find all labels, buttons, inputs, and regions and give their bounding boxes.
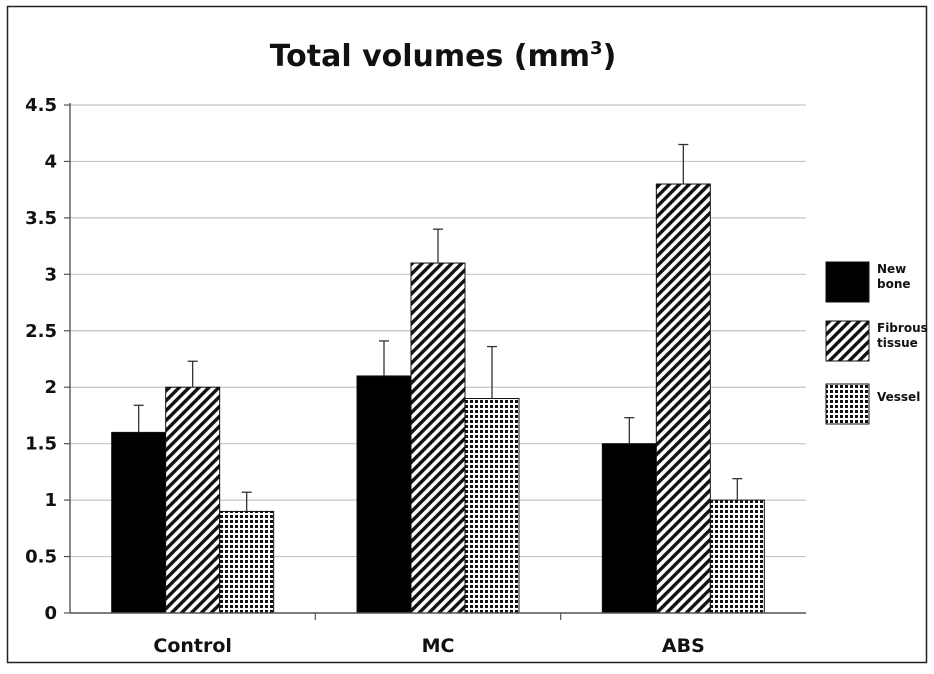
y-tick-label: 4.5 xyxy=(25,95,57,116)
y-tick-label: 1 xyxy=(44,490,57,511)
legend-label: New xyxy=(877,262,906,276)
axes xyxy=(69,103,806,614)
chart-title-superscript: 3 xyxy=(590,38,603,59)
y-tick-label: 2 xyxy=(44,377,57,398)
legend-label: tissue xyxy=(877,336,918,350)
x-tick-label: Control xyxy=(153,635,232,657)
y-tick-label: 4 xyxy=(44,151,57,172)
x-tick-label: ABS xyxy=(662,635,705,657)
y-axis-ticks: 0 0.5 1 1.5 2 2.5 3 3.5 4 4.5 xyxy=(25,95,70,624)
x-tick-label: MC xyxy=(422,635,455,657)
legend-swatch xyxy=(825,320,870,362)
legend-swatch xyxy=(825,261,870,303)
y-tick-label: 3 xyxy=(44,264,57,285)
chart-title: Total volumes (mm3) xyxy=(270,38,617,74)
error-bars xyxy=(133,143,743,512)
legend-label: Fibrous xyxy=(877,321,928,335)
bar xyxy=(655,183,711,614)
legend-swatch xyxy=(825,383,870,425)
bar xyxy=(111,431,167,614)
bar xyxy=(464,398,520,614)
bar xyxy=(601,443,657,614)
y-tick-label: 0 xyxy=(44,603,57,624)
x-axis-ticks: Control MC ABS xyxy=(153,613,705,657)
y-tick-label: 0.5 xyxy=(25,547,57,568)
legend-label: Vessel xyxy=(877,390,920,404)
bar xyxy=(165,386,221,614)
bar xyxy=(709,499,765,614)
bar xyxy=(410,262,466,614)
legend-label: bone xyxy=(877,277,911,291)
y-tick-label: 1.5 xyxy=(25,434,57,455)
chart-title-suffix: ) xyxy=(603,39,617,74)
bar xyxy=(356,375,412,614)
chart-title-main: Total volumes (mm xyxy=(270,39,590,74)
y-tick-label: 3.5 xyxy=(25,208,57,229)
y-tick-label: 2.5 xyxy=(25,321,57,342)
bar xyxy=(219,510,275,614)
